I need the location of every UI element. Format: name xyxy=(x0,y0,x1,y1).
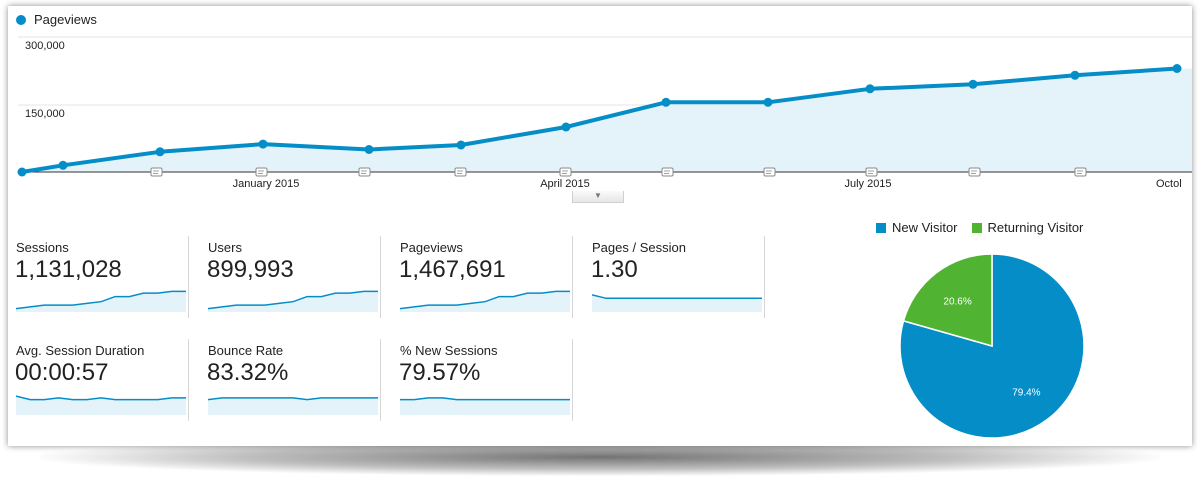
data-point[interactable] xyxy=(561,122,571,132)
scorecard-label: Sessions xyxy=(16,240,69,255)
analytics-card: Pageviews 300,000 150,000 January 2015 A… xyxy=(8,6,1192,446)
data-point[interactable] xyxy=(1172,64,1182,73)
sparkline-area xyxy=(16,396,186,415)
scorecard-sparkline xyxy=(208,397,378,415)
scorecard-label: % New Sessions xyxy=(400,343,498,358)
data-point[interactable] xyxy=(865,84,875,94)
annotation-note-icon[interactable] xyxy=(1074,167,1087,177)
annotation-note-icon[interactable] xyxy=(358,167,371,177)
sparkline-line xyxy=(16,395,186,401)
scorecard-value: 00:00:57 xyxy=(15,359,109,386)
data-point[interactable] xyxy=(456,140,466,150)
annotation-note-icon[interactable] xyxy=(150,167,163,177)
sparkline-area xyxy=(400,397,570,415)
scorecard-value: 1,131,028 xyxy=(15,256,122,283)
y-tick-label: 300,000 xyxy=(25,40,65,52)
pie-legend-item-returning-visitor[interactable]: Returning Visitor xyxy=(971,220,1084,235)
data-point[interactable] xyxy=(155,147,165,157)
annotation-note-icon[interactable] xyxy=(454,167,467,177)
returning-visitor-swatch-icon xyxy=(971,222,982,233)
scorecard-value: 899,993 xyxy=(207,256,294,283)
annotation-note-icon[interactable] xyxy=(255,167,268,177)
annotation-note-icon[interactable] xyxy=(968,167,981,177)
scorecard-value: 83.32% xyxy=(207,359,289,386)
scorecard-value: 1,467,691 xyxy=(399,256,506,283)
sparkline-area xyxy=(592,294,762,312)
pie-legend-label: Returning Visitor xyxy=(987,220,1084,235)
sparkline-line xyxy=(400,397,570,401)
chart-legend: Pageviews xyxy=(16,12,97,27)
series-dot-icon xyxy=(16,14,26,25)
scorecard-label: Users xyxy=(208,240,242,255)
sparkline-area xyxy=(16,291,186,312)
pageviews-line-chart: 300,000 150,000 January 2015 April 2015 … xyxy=(17,36,1192,190)
scorecard-sparkline xyxy=(400,397,570,415)
legend-label-pageviews: Pageviews xyxy=(34,12,97,27)
scorecard-tile[interactable]: Bounce Rate 83.32% xyxy=(200,339,381,421)
scorecard-sparkline xyxy=(208,290,378,312)
scorecard-sparkline xyxy=(400,290,570,312)
y-tick-label: 150,000 xyxy=(25,108,65,120)
annotation-note-icon[interactable] xyxy=(559,167,572,177)
scorecard-tile[interactable]: % New Sessions 79.57% xyxy=(392,339,573,421)
sparkline-line xyxy=(592,294,762,300)
x-tick-label: July 2015 xyxy=(844,178,891,190)
visitor-type-pie-chart: 79.4% 20.6% xyxy=(899,253,1085,439)
pie-slice[interactable] xyxy=(899,253,1085,439)
pie-legend-item-new-visitor[interactable]: New Visitor xyxy=(876,220,958,235)
x-tick-label: Octol xyxy=(1156,178,1182,190)
data-point[interactable] xyxy=(17,167,27,177)
pie-slice-label: 79.4% xyxy=(1012,388,1040,399)
annotation-note-icon[interactable] xyxy=(661,167,674,177)
data-point[interactable] xyxy=(763,97,773,107)
scorecard-tile[interactable]: Pageviews 1,467,691 xyxy=(392,236,573,318)
data-point[interactable] xyxy=(258,139,268,149)
sparkline-area xyxy=(208,397,378,415)
scorecard-sparkline xyxy=(16,395,186,415)
collapse-chart-button[interactable]: ▼ xyxy=(572,191,624,203)
sparkline-line xyxy=(400,290,570,310)
pie-legend: New Visitor Returning Visitor xyxy=(876,220,1097,235)
scorecard-value: 1.30 xyxy=(591,256,638,283)
scorecard-tile[interactable]: Sessions 1,131,028 xyxy=(8,236,189,318)
sparkline-line xyxy=(208,397,378,401)
area-fill xyxy=(22,68,1192,172)
pie-slice-label: 20.6% xyxy=(943,297,971,308)
annotation-note-icon[interactable] xyxy=(865,167,878,177)
x-tick-label: April 2015 xyxy=(540,178,590,190)
scorecard-label: Pageviews xyxy=(400,240,463,255)
data-point[interactable] xyxy=(1070,70,1080,80)
chevron-down-icon: ▼ xyxy=(594,191,602,200)
scorecard-value: 79.57% xyxy=(399,359,481,386)
scorecard-label: Pages / Session xyxy=(592,240,686,255)
scorecard-tile[interactable]: Pages / Session 1.30 xyxy=(584,236,765,318)
scorecard-tile[interactable]: Avg. Session Duration 00:00:57 xyxy=(8,339,189,421)
annotation-note-icon[interactable] xyxy=(763,167,776,177)
sparkline-line xyxy=(16,290,186,310)
data-point[interactable] xyxy=(364,145,374,154)
pie-legend-label: New Visitor xyxy=(892,220,958,235)
scorecard-sparkline xyxy=(592,294,762,312)
scorecard-label: Avg. Session Duration xyxy=(16,343,145,358)
sparkline-area xyxy=(400,291,570,312)
pie-slice[interactable] xyxy=(902,253,993,347)
sparkline-line xyxy=(208,290,378,310)
scorecard-label: Bounce Rate xyxy=(208,343,284,358)
scorecard-sparkline xyxy=(16,290,186,312)
scorecard-tile[interactable]: Users 899,993 xyxy=(200,236,381,318)
data-point[interactable] xyxy=(58,160,68,170)
sparkline-area xyxy=(208,291,378,312)
new-visitor-swatch-icon xyxy=(876,222,886,233)
data-point[interactable] xyxy=(661,97,671,107)
data-point[interactable] xyxy=(968,79,978,89)
x-tick-label: January 2015 xyxy=(233,178,300,190)
